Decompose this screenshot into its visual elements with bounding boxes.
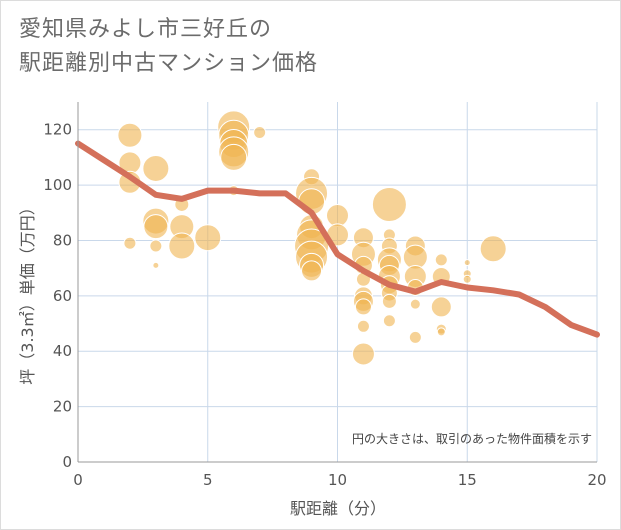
bubble-point <box>381 293 397 309</box>
bubble-point <box>371 186 407 222</box>
bubble-point <box>326 204 349 228</box>
bubble-point <box>356 319 370 333</box>
bubble-point <box>301 260 323 282</box>
x-axis-ticks: 0 5 10 15 20 <box>73 471 606 489</box>
chart-title-line1: 愛知県みよし市三好丘の <box>19 17 273 42</box>
bubble-size-note: 円の大きさは、取引のあった物件面積を示す <box>352 431 592 446</box>
y-tick-label: 80 <box>53 231 72 249</box>
bubble-point <box>168 232 196 260</box>
bubble-point <box>220 143 248 171</box>
bubble-series <box>117 110 507 366</box>
x-tick-label: 10 <box>328 471 347 489</box>
bubble-point <box>253 125 267 139</box>
x-tick-label: 5 <box>203 471 213 489</box>
bubble-point <box>479 235 507 263</box>
y-tick-label: 20 <box>53 398 72 416</box>
bubble-point <box>143 214 169 240</box>
y-tick-label: 60 <box>53 287 72 305</box>
chart-title: 愛知県みよし市三好丘の 駅距離別中古マンション価格 <box>19 13 318 81</box>
bubble-point <box>382 314 396 328</box>
bubble-point <box>409 298 421 310</box>
bubble-point <box>354 298 372 316</box>
y-tick-label: 0 <box>62 453 72 471</box>
bubble-point <box>351 342 375 366</box>
bubble-point <box>152 261 160 269</box>
x-tick-label: 15 <box>458 471 477 489</box>
axes <box>77 102 597 463</box>
trend-line <box>75 140 600 338</box>
y-axis-ticks: 0 20 40 60 80 100 120 <box>43 121 72 471</box>
y-tick-label: 100 <box>43 176 72 194</box>
bubble-point <box>142 154 170 182</box>
x-tick-label: 20 <box>587 471 606 489</box>
x-axis-label: 駅距離（分） <box>290 499 386 518</box>
chart-title-line2: 駅距離別中古マンション価格 <box>19 51 319 76</box>
bubble-point <box>434 253 448 267</box>
y-tick-label: 120 <box>43 121 72 139</box>
bubble-point <box>436 327 446 337</box>
bubble-point <box>123 236 137 250</box>
bubble-point <box>462 274 472 284</box>
y-tick-label: 40 <box>53 342 72 360</box>
bubble-point <box>463 259 471 267</box>
bubble-point <box>117 122 143 148</box>
bubble-point <box>194 224 222 252</box>
bubble-point <box>430 296 452 318</box>
x-tick-label: 0 <box>73 471 83 489</box>
bubble-point <box>408 330 422 344</box>
bubble-point <box>149 239 163 253</box>
y-axis-label: 坪（3.3㎡）単価（万円） <box>18 199 37 384</box>
